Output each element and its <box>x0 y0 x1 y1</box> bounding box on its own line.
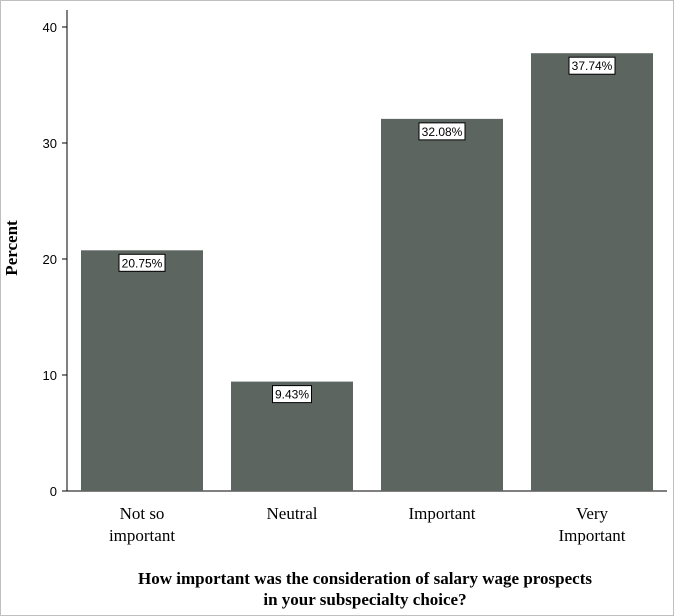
bar <box>81 250 203 491</box>
y-tick-label: 30 <box>43 136 57 151</box>
data-label: 37.74% <box>572 59 613 73</box>
x-tick-label: Important <box>408 504 475 523</box>
data-label-box <box>568 56 616 75</box>
x-tick-label-line: Not so <box>120 504 165 523</box>
bars <box>81 53 653 491</box>
x-tick-labels: Not so important Neutral Important Very Impor… <box>109 504 626 545</box>
y-tick-label: 40 <box>43 20 57 35</box>
data-label-box <box>118 253 166 272</box>
y-tick-label: 20 <box>43 252 57 267</box>
x-tick-label: Very Important <box>558 504 625 545</box>
x-tick-label-line: Very <box>576 504 609 523</box>
x-axis-title-line: How important was the consideration of s… <box>138 569 592 588</box>
data-label: 20.75% <box>122 256 163 270</box>
x-tick-label: Neutral <box>267 504 318 523</box>
x-tick-label-line: Neutral <box>267 504 318 523</box>
x-tick-label-line: Important <box>408 504 475 523</box>
data-labels: 20.75% 9.43% 32.08% 37.74% <box>118 56 616 404</box>
x-axis-title-line: in your subspecialty choice? <box>263 590 466 609</box>
y-tick-label: 10 <box>43 368 57 383</box>
data-label: 9.43% <box>275 388 309 402</box>
data-label-box <box>272 385 312 404</box>
bar <box>531 53 653 491</box>
x-tick-label-line: Important <box>558 526 625 545</box>
x-tick-label: Not so important <box>109 504 175 545</box>
data-label: 32.08% <box>422 125 463 139</box>
bar <box>381 118 503 491</box>
x-tick-label-line: important <box>109 526 175 545</box>
y-axis-title: Percent <box>2 220 21 276</box>
y-tick-label: 0 <box>50 484 57 499</box>
data-label-box <box>418 122 466 141</box>
x-axis-title: How important was the consideration of s… <box>138 569 592 609</box>
